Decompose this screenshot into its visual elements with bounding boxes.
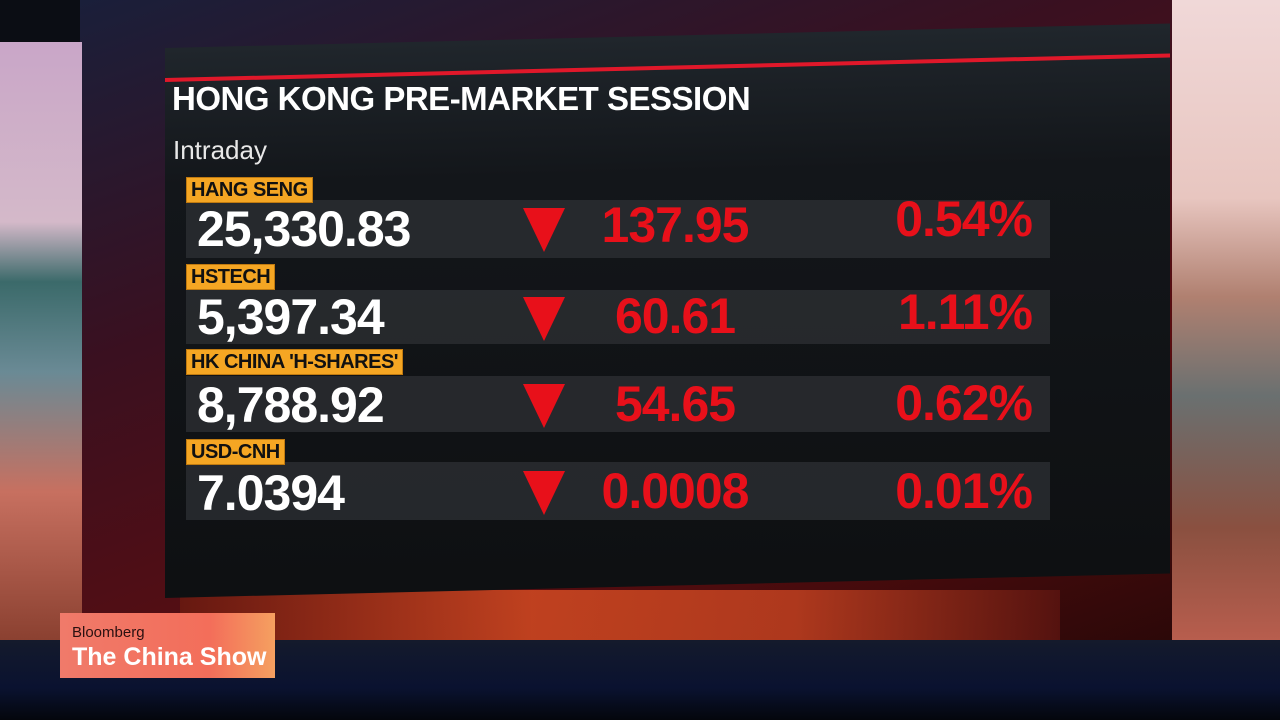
down-arrow-icon <box>523 384 565 428</box>
index-label: HSTECH <box>186 264 276 290</box>
index-percent: 0.62% <box>895 375 1033 431</box>
index-label: USD-CNH <box>186 439 285 465</box>
table-row <box>186 290 1050 344</box>
table-row <box>186 462 1050 520</box>
index-percent: 0.54% <box>895 191 1033 247</box>
right-city-screen <box>1172 0 1280 660</box>
show-logo: Bloomberg The China Show <box>60 613 275 678</box>
index-change: 54.65 <box>614 376 736 432</box>
down-arrow-icon <box>523 208 565 252</box>
screen-base-glow <box>180 590 1060 640</box>
table-row <box>186 200 1050 258</box>
down-arrow-icon <box>523 471 565 515</box>
left-city-screen <box>0 42 82 642</box>
index-change: 137.95 <box>601 197 750 253</box>
show-name: The China Show <box>72 643 267 671</box>
table-row <box>186 376 1050 432</box>
index-label: HK CHINA 'H-SHARES' <box>186 349 404 375</box>
index-price: 7.0394 <box>197 465 345 521</box>
index-price: 25,330.83 <box>197 201 411 257</box>
index-change: 0.0008 <box>601 463 750 519</box>
down-arrow-icon <box>523 297 565 341</box>
panel-title: HONG KONG PRE-MARKET SESSION <box>172 80 751 117</box>
index-percent: 1.11% <box>897 284 1033 340</box>
network-name: Bloomberg <box>72 624 145 641</box>
index-price: 8,788.92 <box>197 377 385 433</box>
index-price: 5,397.34 <box>197 289 385 345</box>
index-label: HANG SENG <box>186 177 313 203</box>
panel-subtitle: Intraday <box>173 135 267 165</box>
index-change: 60.61 <box>614 288 736 344</box>
index-percent: 0.01% <box>895 463 1033 519</box>
